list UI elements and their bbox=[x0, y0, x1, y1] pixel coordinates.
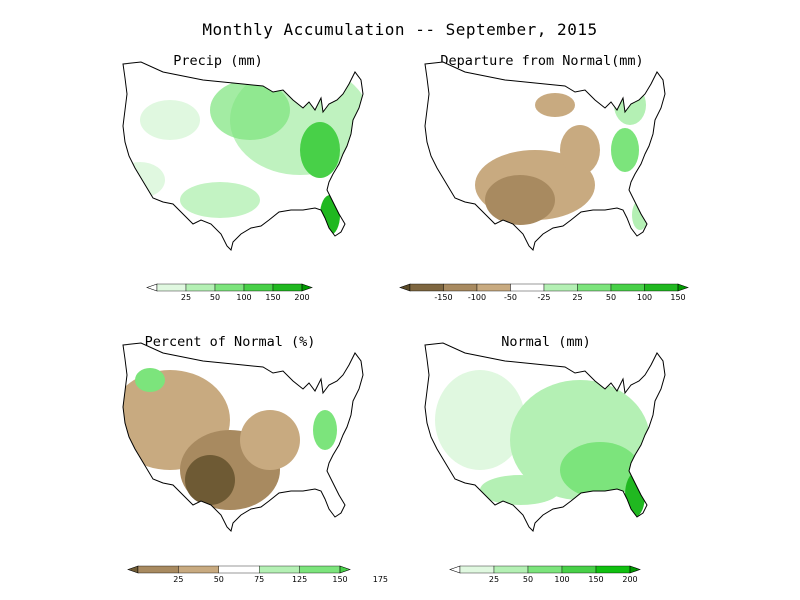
colorbar-swatch bbox=[185, 283, 216, 292]
colorbar-swatch bbox=[214, 283, 245, 292]
colorbar-swatch bbox=[595, 565, 631, 574]
colorbar-swatch bbox=[243, 283, 274, 292]
colorbar-swatch bbox=[443, 283, 478, 292]
colorbar-tick-label: 50 bbox=[523, 575, 533, 584]
colorbar-swatch bbox=[510, 283, 545, 292]
colorbar-tick-label: 25 bbox=[173, 575, 183, 584]
colorbar-swatch bbox=[178, 565, 219, 574]
colorbar-swatch bbox=[259, 565, 300, 574]
colorbar-tick-label: 150 bbox=[265, 293, 280, 302]
map-precip bbox=[122, 61, 364, 251]
map-normal bbox=[424, 342, 666, 532]
colorbar-precip: 25 50 100 150 200 bbox=[146, 283, 313, 302]
colorbar-arrow-left bbox=[449, 565, 461, 574]
colorbar-arrow-left bbox=[399, 283, 411, 292]
colorbar-swatch bbox=[610, 283, 645, 292]
colorbar-normal: 25 50 100 150 200 bbox=[449, 565, 641, 584]
panel-title-percent: Percent of Normal (%) bbox=[144, 334, 316, 350]
colorbar-swatch bbox=[299, 565, 341, 574]
colorbar-tick-label: 100 bbox=[637, 293, 652, 302]
map-percent bbox=[122, 342, 364, 532]
panel-title-precip: Precip (mm) bbox=[173, 53, 263, 69]
colorbar-swatch bbox=[218, 565, 260, 574]
colorbar-tick-label: 150 bbox=[588, 575, 603, 584]
colorbar-swatch bbox=[561, 565, 597, 574]
colorbar-swatch bbox=[476, 283, 511, 292]
colorbar-swatch bbox=[493, 565, 529, 574]
colorbar-arrow-right bbox=[301, 283, 313, 292]
main-title: Monthly Accumulation -- September, 2015 bbox=[202, 20, 598, 39]
colorbar-tick-label: 50 bbox=[214, 575, 224, 584]
colorbar-percent: 25 50 75 125 150 175 bbox=[127, 565, 388, 584]
colorbar-arrow-right bbox=[629, 565, 641, 574]
map-departure bbox=[424, 61, 666, 251]
colorbar-swatch bbox=[459, 565, 495, 574]
colorbar-tick-label: 75 bbox=[254, 575, 264, 584]
colorbar-tick-label: -150 bbox=[434, 293, 452, 302]
colorbar-swatch bbox=[577, 283, 612, 292]
colorbar-swatch bbox=[543, 283, 578, 292]
colorbar-tick-label: 100 bbox=[554, 575, 569, 584]
colorbar-arrow-right bbox=[339, 565, 351, 574]
panel-title-departure: Departure from Normal(mm) bbox=[440, 53, 644, 69]
colorbar-tick-label: 50 bbox=[210, 293, 220, 302]
colorbar-swatch bbox=[156, 283, 187, 292]
colorbar-tick-label: 200 bbox=[294, 293, 309, 302]
colorbar-arrow-right bbox=[677, 283, 689, 292]
colorbar-swatch bbox=[409, 283, 444, 292]
colorbar-swatch bbox=[527, 565, 563, 574]
colorbar-swatch bbox=[272, 283, 303, 292]
colorbar-tick-label: -100 bbox=[468, 293, 486, 302]
panel-title-normal: Normal (mm) bbox=[501, 334, 591, 350]
colorbar-arrow-left bbox=[146, 283, 158, 292]
colorbar-tick-label: 200 bbox=[622, 575, 637, 584]
colorbar-tick-label: -25 bbox=[537, 293, 550, 302]
colorbar-tick-label: -50 bbox=[504, 293, 517, 302]
colorbar-swatch bbox=[644, 283, 679, 292]
colorbar-tick-label: 150 bbox=[332, 575, 347, 584]
colorbar-arrow-left bbox=[127, 565, 139, 574]
colorbar-tick-label: 175 bbox=[373, 575, 388, 584]
colorbar-tick-label: 50 bbox=[606, 293, 616, 302]
colorbar-tick-label: 25 bbox=[181, 293, 191, 302]
colorbar-tick-label: 25 bbox=[489, 575, 499, 584]
colorbar-tick-label: 100 bbox=[236, 293, 251, 302]
colorbar-tick-label: 25 bbox=[572, 293, 582, 302]
colorbar-tick-label: 125 bbox=[292, 575, 307, 584]
colorbar-tick-label: 150 bbox=[670, 293, 685, 302]
colorbar-swatch bbox=[137, 565, 179, 574]
colorbar-departure: -150 -100 -50 -25 25 50 100 150 bbox=[399, 283, 689, 302]
